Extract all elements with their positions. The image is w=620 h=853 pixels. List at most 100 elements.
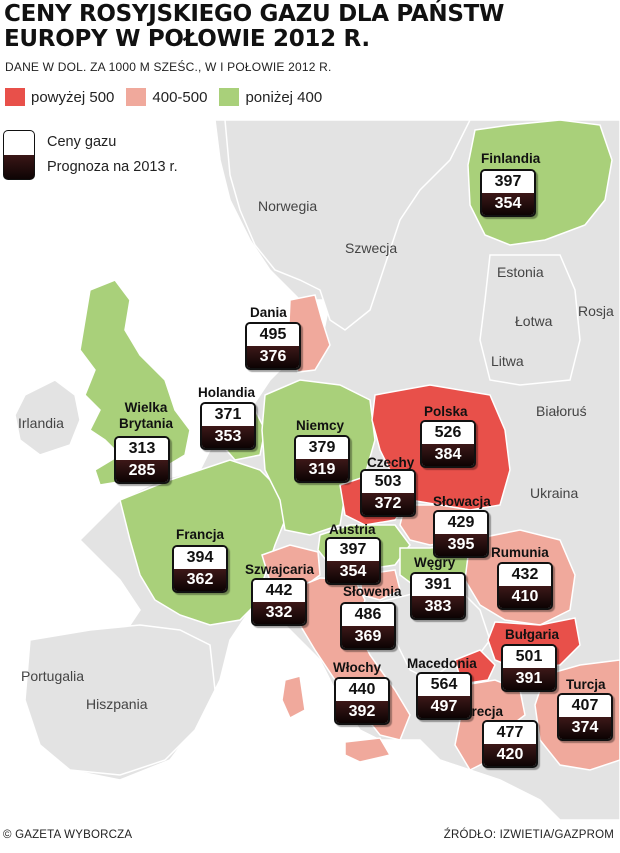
price-forecast: 354: [482, 193, 534, 215]
price-current: 371: [202, 404, 254, 426]
price-forecast: 362: [174, 569, 226, 591]
legend-swatch-below-400: [219, 88, 240, 106]
label-holandia: Holandia: [198, 385, 256, 400]
land-sardinia: [281, 675, 306, 720]
badge-slowenia: 486 369: [340, 602, 396, 650]
map-title: CENY ROSYJSKIEGO GAZU DLA PAŃSTW EUROPY …: [4, 1, 505, 52]
price-forecast: 410: [499, 586, 551, 608]
source-text: ŹRÓDŁO: IZWIETIA/GAZPROM: [443, 829, 614, 841]
label-slowenia: Słowenia: [343, 584, 402, 599]
price-current: 432: [499, 564, 551, 586]
label-wielka-brytania: Wielka Brytania: [118, 400, 174, 431]
label-estonia: Estonia: [497, 264, 544, 280]
label-wlochy: Włochy: [333, 660, 382, 675]
label-wegry: Węgry: [414, 555, 456, 570]
land-scandinavia: [224, 120, 471, 331]
land-sicily: [344, 737, 392, 763]
label-litwa: Litwa: [491, 353, 524, 369]
label-irlandia: Irlandia: [18, 415, 64, 431]
label-portugalia: Portugalia: [21, 668, 85, 684]
price-current: 397: [482, 171, 534, 193]
label-szwajcaria: Szwajcaria: [245, 562, 315, 577]
badge-czechy: 503 372: [360, 469, 416, 517]
price-forecast: 319: [296, 459, 348, 481]
badge-dania: 495 376: [245, 322, 301, 370]
price-current: 429: [435, 512, 487, 534]
badge-macedonia: 564 497: [416, 672, 472, 720]
price-forecast: 383: [412, 596, 464, 618]
badge-turcja: 407 374: [557, 693, 613, 741]
color-legend: powyżej 500 400-500 poniżej 400: [5, 88, 334, 106]
price-current: 407: [559, 695, 611, 717]
price-forecast: 376: [247, 346, 299, 368]
land-france: [119, 459, 286, 626]
price-current: 391: [412, 574, 464, 596]
price-current: 397: [327, 539, 379, 561]
legend-label-below-400: poniżej 400: [245, 88, 323, 106]
legend-label-400-500: 400-500: [152, 88, 208, 106]
legend-current-swatch: [3, 130, 35, 155]
badge-finlandia: 397 354: [480, 169, 536, 217]
badge-grecja: 477 420: [482, 720, 538, 768]
price-forecast: 369: [342, 626, 394, 648]
legend-swatch-above-500: [5, 88, 25, 106]
price-current: 564: [418, 674, 470, 696]
map-subtitle: DANE W DOL. ZA 1000 M SZEŚC., W I POŁOWI…: [5, 60, 332, 74]
price-current: 440: [336, 679, 388, 701]
legend-item-400-500: 400-500: [126, 88, 207, 106]
label-bialorus: Białoruś: [536, 403, 587, 419]
badge-wlochy: 440 392: [334, 677, 390, 725]
legend-forecast-label: Prognoza na 2013 r.: [47, 159, 178, 175]
legend-item-below-400: poniżej 400: [219, 88, 322, 106]
price-forecast: 497: [418, 696, 470, 718]
price-forecast: 392: [336, 701, 388, 723]
label-czechy: Czechy: [367, 455, 415, 470]
price-forecast: 353: [202, 426, 254, 448]
label-rosja: Rosja: [578, 303, 614, 319]
badge-austria: 397 354: [325, 537, 381, 585]
price-current: 477: [484, 722, 536, 744]
legend-forecast-swatch: [3, 155, 35, 180]
price-forecast: 395: [435, 534, 487, 556]
price-forecast: 285: [116, 460, 168, 482]
label-niemcy: Niemcy: [296, 418, 345, 433]
label-dania: Dania: [250, 305, 287, 320]
badge-francja: 394 362: [172, 545, 228, 593]
price-forecast: 420: [484, 744, 536, 766]
badge-wegry: 391 383: [410, 572, 466, 620]
badge-bulgaria: 501 391: [501, 644, 557, 692]
label-szwecja: Szwecja: [345, 240, 398, 256]
label-rumunia: Rumunia: [491, 545, 549, 560]
badge-szwajcaria: 442 332: [251, 578, 307, 626]
price-forecast: 384: [422, 444, 474, 466]
label-francja: Francja: [176, 527, 225, 542]
price-current: 503: [362, 471, 414, 493]
badge-polska: 526 384: [420, 420, 476, 468]
price-legend: Ceny gazu Prognoza na 2013 r.: [3, 130, 203, 182]
badge-wielka-brytania: 313 285: [114, 436, 170, 484]
label-bulgaria: Bułgaria: [505, 627, 560, 642]
label-norwegia: Norwegia: [258, 198, 318, 214]
legend-label-above-500: powyżej 500: [31, 88, 115, 106]
label-macedonia: Macedonia: [407, 656, 477, 671]
price-current: 486: [342, 604, 394, 626]
badge-holandia: 371 353: [200, 402, 256, 450]
badge-slowacja: 429 395: [433, 510, 489, 558]
land-baltics: [479, 254, 581, 386]
credit-text: © GAZETA WYBORCZA: [3, 829, 133, 841]
price-forecast: 332: [253, 602, 305, 624]
price-current: 379: [296, 437, 348, 459]
label-turcja: Turcja: [566, 677, 606, 692]
badge-rumunia: 432 410: [497, 562, 553, 610]
land-ireland: [14, 379, 81, 456]
label-ukraina: Ukraina: [530, 485, 579, 501]
price-current: 501: [503, 646, 555, 668]
price-forecast: 372: [362, 493, 414, 515]
price-current: 495: [247, 324, 299, 346]
label-austria: Austria: [329, 522, 376, 537]
label-finlandia: Finlandia: [481, 151, 541, 166]
land-iberia: [24, 624, 216, 776]
price-current: 313: [116, 438, 168, 460]
price-forecast: 391: [503, 668, 555, 690]
label-lotwa: Łotwa: [515, 313, 553, 329]
